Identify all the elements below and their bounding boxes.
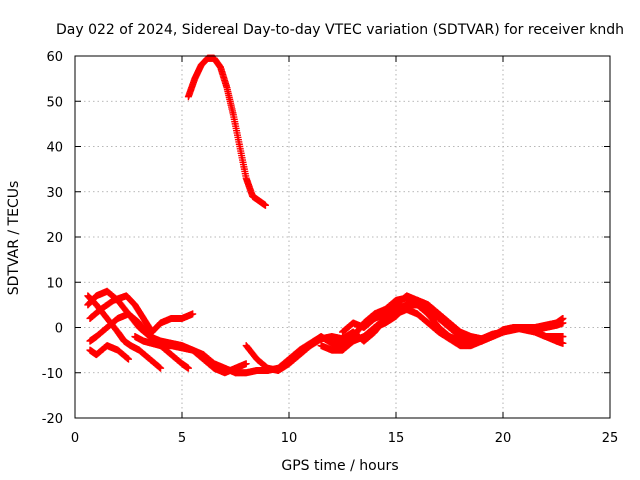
data-point — [189, 310, 197, 318]
x-tick-label: 15 — [388, 431, 405, 446]
data-point — [184, 364, 192, 372]
x-tick-label: 5 — [178, 431, 186, 446]
x-tick-label: 25 — [602, 431, 619, 446]
data-point — [157, 364, 165, 372]
y-axis-label: SDTVAR / TECUs — [6, 181, 22, 296]
data-point — [242, 360, 250, 368]
y-tick-label: -20 — [42, 412, 63, 427]
data-points — [84, 54, 567, 377]
y-tick-label: 30 — [46, 186, 63, 201]
axis-ticks: 0 5 10 15 20 25 -20 -10 0 10 20 30 40 50 60 — [42, 50, 619, 446]
y-tick-label: 40 — [46, 141, 63, 156]
chart-title: Day 022 of 2024, Sidereal Day-to-day VTE… — [56, 22, 624, 38]
y-tick-label: 50 — [46, 95, 63, 110]
x-tick-label: 0 — [71, 431, 79, 446]
data-point — [559, 314, 567, 322]
data-point — [559, 339, 567, 347]
x-tick-label: 10 — [281, 431, 298, 446]
data-point — [125, 355, 132, 363]
y-tick-label: 20 — [46, 231, 63, 246]
y-tick-label: 60 — [46, 50, 63, 65]
data-point — [559, 333, 567, 341]
x-axis-label: GPS time / hours — [281, 458, 398, 474]
y-tick-label: 0 — [55, 322, 63, 337]
x-tick-label: 20 — [495, 431, 512, 446]
series-arc-d — [86, 292, 197, 336]
data-point — [478, 337, 486, 345]
series-arc-e — [86, 342, 132, 363]
series-arc-k — [371, 296, 486, 345]
series-arc-high — [184, 54, 269, 209]
y-tick-label: 10 — [46, 276, 63, 291]
y-tick-label: -10 — [42, 367, 63, 382]
data-point — [261, 201, 269, 209]
